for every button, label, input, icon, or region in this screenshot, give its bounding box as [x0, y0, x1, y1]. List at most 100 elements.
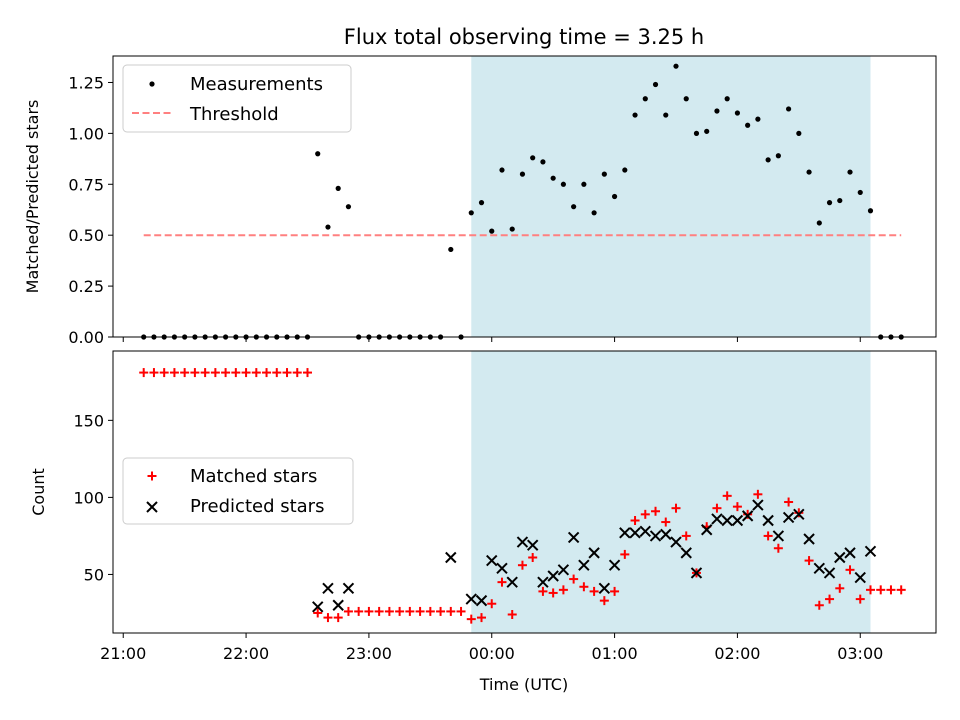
predicted-star-point — [782, 511, 795, 524]
x-tick-label: 01:00 — [592, 644, 638, 663]
matched-star-point — [169, 368, 179, 378]
predicted-star-point — [312, 601, 324, 613]
measurement-point — [724, 96, 730, 102]
legend-plus-glyph — [147, 471, 157, 481]
predicted-star-point — [332, 599, 344, 611]
matched-star-point — [272, 368, 282, 378]
predicted-star-point — [578, 559, 590, 571]
matched-star-point — [395, 606, 405, 616]
matched-star-point — [149, 368, 159, 378]
matched-star-point — [456, 606, 466, 616]
legend-predicted-label: Predicted stars — [190, 496, 324, 517]
top-legend-box — [122, 64, 352, 133]
matched-star-point — [180, 368, 190, 378]
measurement-points — [141, 63, 904, 340]
predicted-star-point — [342, 582, 355, 595]
measurement-point — [837, 197, 843, 204]
x-tick-label: 21:00 — [100, 644, 146, 663]
measurement-point — [857, 189, 863, 196]
matched-star-point — [640, 509, 650, 519]
measurement-point — [796, 130, 802, 136]
measurement-point — [530, 155, 536, 161]
legend-threshold-label: Threshold — [189, 104, 279, 125]
matched-star-point — [671, 503, 681, 513]
top-panel: 0.00 0.25 0.50 0.75 1.00 1.25 Flux total obse… — [23, 25, 937, 347]
bottom-axes-frame — [112, 350, 937, 634]
bottom-legend: Matched stars Predicted stars — [122, 457, 354, 525]
predicted-star-point — [813, 562, 826, 574]
predicted-star-point — [598, 582, 611, 595]
matched-star-point — [497, 577, 507, 587]
matched-star-point — [190, 368, 200, 378]
measurement-point — [591, 210, 597, 216]
top-y-tick-label: 1.00 — [68, 124, 104, 143]
matched-star-point — [364, 606, 374, 616]
measurement-point — [806, 169, 812, 175]
measurement-point — [468, 210, 474, 216]
predicted-star-point — [475, 594, 488, 607]
matched-star-point — [794, 508, 804, 518]
matched-star-point — [784, 497, 794, 507]
measurement-point — [693, 130, 700, 136]
predicted-star-point — [844, 547, 856, 559]
matched-star-point — [384, 606, 394, 616]
top-y-tick-label: 0.75 — [68, 175, 104, 194]
matched-star-point — [548, 588, 558, 598]
matched-star-point — [415, 606, 425, 616]
predicted-star-point — [690, 567, 703, 579]
top-axes-frame — [112, 55, 937, 338]
matched-star-point — [374, 606, 384, 616]
measurement-point — [652, 81, 659, 88]
measurement-point — [315, 151, 321, 157]
predicted-star-point — [649, 530, 662, 542]
bottom-panel: 50 100 150 21:00 22:00 23:00 00:00 01:00 02:00 0… — [29, 350, 937, 694]
legend-matched-marker — [147, 471, 157, 481]
matched-star-point — [712, 503, 722, 513]
matched-star-point — [210, 368, 220, 378]
bottom-x-ticks: 21:00 22:00 23:00 00:00 01:00 02:00 03:00 — [100, 633, 883, 663]
x-tick-label: 22:00 — [223, 644, 269, 663]
measurement-point — [745, 122, 751, 128]
predicted-star-point — [465, 593, 477, 605]
measurement-point — [663, 112, 669, 118]
observing-window-shade-bottom — [471, 351, 871, 633]
predicted-star-point — [506, 576, 518, 588]
legend-predicted-marker — [146, 501, 158, 513]
chart-title: Flux total observing time = 3.25 h — [344, 25, 704, 49]
x-tick-label: 23:00 — [346, 644, 392, 663]
matched-star-point — [221, 368, 231, 378]
matched-star-point — [681, 531, 691, 541]
measurement-point — [632, 112, 638, 118]
measurement-point — [775, 153, 781, 159]
measurement-point — [345, 204, 352, 210]
bottom-y-tick-label: 150 — [73, 411, 104, 430]
matched-star-point — [845, 565, 855, 575]
x-axis-label: Time (UTC) — [479, 675, 568, 694]
measurement-point — [571, 204, 577, 210]
measurement-point — [622, 167, 628, 173]
predicted-star-point — [639, 525, 651, 538]
matched-star-point — [886, 585, 896, 595]
matched-star-point — [589, 586, 599, 596]
matched-star-point — [599, 596, 609, 606]
matched-star-point — [661, 517, 671, 527]
bottom-y-ticks: 50 100 150 — [73, 411, 113, 584]
predicted-star-point — [741, 510, 754, 522]
measurement-point — [601, 171, 607, 177]
predicted-star-point — [547, 570, 559, 582]
measurement-point — [867, 208, 874, 214]
measurement-point — [509, 226, 515, 232]
predicted-star-point — [557, 564, 570, 576]
measurement-point — [448, 246, 454, 253]
predicted-star-point — [752, 499, 764, 511]
measurement-point — [683, 96, 689, 102]
x-tick-label: 02:00 — [714, 644, 760, 663]
measurement-point — [581, 181, 587, 187]
measurement-point — [325, 224, 331, 230]
matched-stars-points — [139, 368, 906, 624]
predicted-star-point — [608, 559, 621, 571]
bottom-y-tick-label: 100 — [73, 488, 104, 507]
top-y-tick-label: 0.50 — [68, 226, 104, 245]
matched-star-point — [343, 606, 353, 616]
